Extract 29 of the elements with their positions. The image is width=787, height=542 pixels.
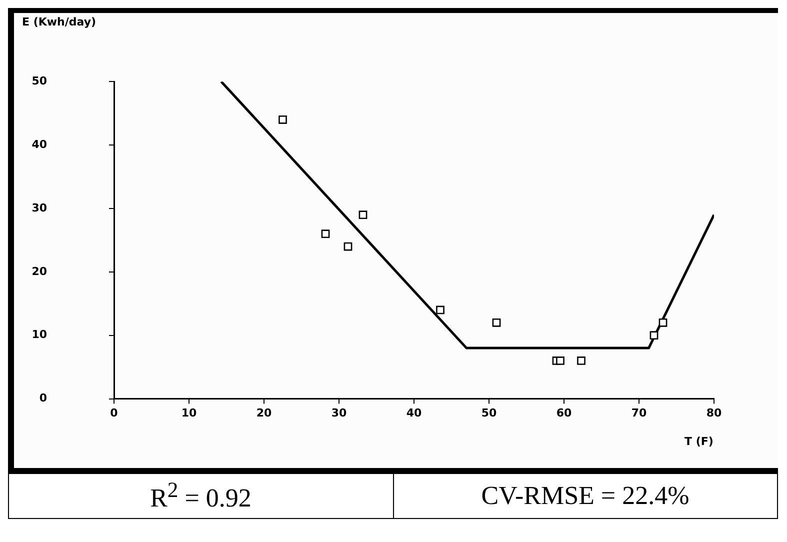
- y-tick-label: 40: [32, 138, 48, 151]
- x-axis-title: T (F): [684, 435, 714, 448]
- x-tick-label: 0: [110, 406, 118, 420]
- x-tick-label: 20: [256, 406, 272, 420]
- point: [278, 115, 287, 124]
- point: [650, 331, 658, 340]
- text: CV-RMSE = 22.4%: [393, 474, 778, 518]
- point: [577, 356, 586, 365]
- y-tick-label: 0: [39, 392, 48, 405]
- x-tick-label: 80: [706, 406, 722, 420]
- y-tick-label: 10: [32, 328, 48, 342]
- x-tick-label: 70: [631, 406, 647, 420]
- y-tick-label: 20: [32, 264, 48, 278]
- text: R$^{2}$ = 0.92: [8, 474, 393, 518]
- point: [556, 356, 564, 365]
- x-tick-label: 60: [556, 406, 572, 420]
- y-tick-label: 50: [32, 74, 48, 88]
- x-tick-label: 10: [181, 406, 197, 420]
- x-tick-label: 50: [481, 406, 497, 420]
- point: [344, 242, 352, 251]
- x-tick-label: 30: [331, 406, 347, 420]
- point: [436, 306, 444, 314]
- point: [358, 210, 368, 220]
- y-tick-label: 30: [32, 201, 48, 214]
- point: [321, 230, 330, 238]
- y-axis-title: E (Kwh/day): [22, 15, 96, 28]
- x-tick-label: 40: [406, 406, 422, 420]
- point: [492, 318, 501, 327]
- point: [658, 318, 668, 327]
